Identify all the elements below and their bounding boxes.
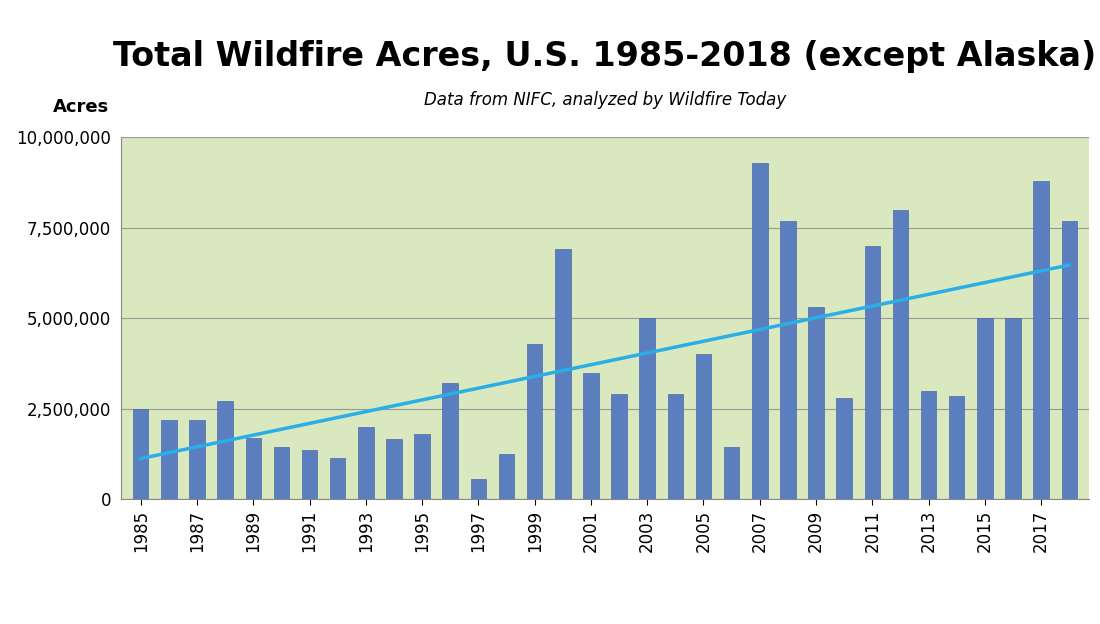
Bar	[949, 396, 965, 499]
Bar	[612, 394, 627, 499]
Bar	[1062, 220, 1077, 499]
Bar	[556, 250, 571, 499]
Bar	[245, 437, 261, 499]
Bar	[498, 454, 514, 499]
Text: Total Wildfire Acres, U.S. 1985-2018 (except Alaska): Total Wildfire Acres, U.S. 1985-2018 (ex…	[113, 40, 1097, 72]
Bar	[724, 447, 739, 499]
Bar	[189, 419, 205, 499]
Bar	[442, 383, 458, 499]
Bar	[161, 419, 177, 499]
Bar	[218, 401, 233, 499]
Bar	[1033, 181, 1049, 499]
Bar	[1005, 318, 1021, 499]
Text: Acres: Acres	[53, 97, 110, 115]
Bar	[301, 451, 317, 499]
Bar	[415, 434, 430, 499]
Bar	[865, 246, 880, 499]
Bar	[583, 373, 598, 499]
Bar	[780, 220, 795, 499]
Text: Data from NIFC, analyzed by Wildfire Today: Data from NIFC, analyzed by Wildfire Tod…	[424, 91, 786, 109]
Bar	[359, 427, 374, 499]
Bar	[330, 457, 345, 499]
Bar	[639, 318, 654, 499]
Bar	[893, 210, 909, 499]
Bar	[386, 439, 402, 499]
Bar	[668, 394, 683, 499]
Bar	[527, 344, 542, 499]
Bar	[977, 318, 992, 499]
Bar	[836, 398, 851, 499]
Bar	[133, 409, 148, 499]
Bar	[695, 354, 712, 499]
Bar	[808, 308, 824, 499]
Bar	[471, 479, 486, 499]
Bar	[752, 163, 768, 499]
Bar	[921, 391, 936, 499]
Bar	[274, 447, 289, 499]
